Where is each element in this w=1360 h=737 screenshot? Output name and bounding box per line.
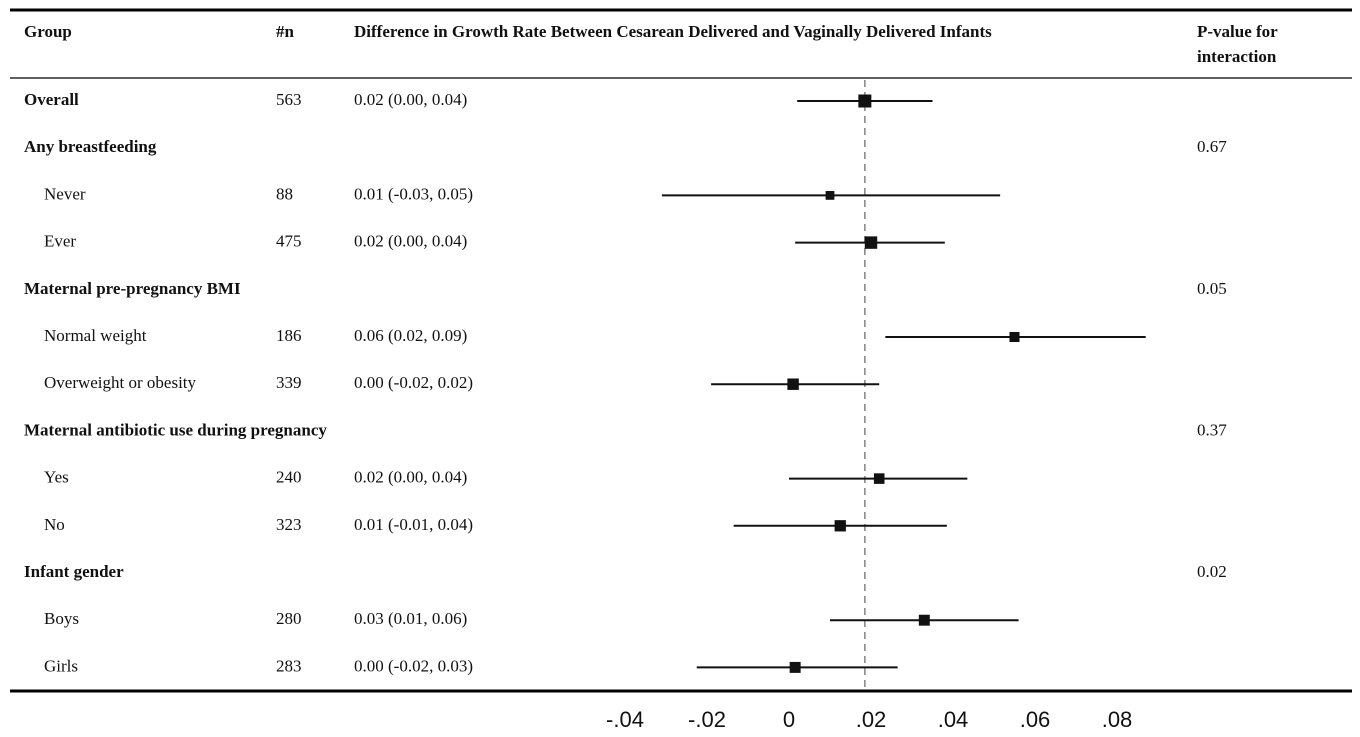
row-pvalue: 0.05	[1197, 279, 1227, 298]
row-ci-text: 0.02 (0.00, 0.04)	[354, 90, 467, 109]
x-tick-label: 0	[783, 707, 795, 732]
row-label: Ever	[44, 232, 76, 251]
row-label: Overweight or obesity	[44, 373, 197, 392]
row-label: Girls	[44, 656, 78, 675]
row-n: 323	[276, 515, 302, 534]
row-n: 563	[276, 90, 302, 109]
row-ci-text: 0.00 (-0.02, 0.02)	[354, 373, 473, 392]
row-ci-text: 0.03 (0.01, 0.06)	[354, 609, 467, 628]
x-tick-label: -.02	[688, 707, 726, 732]
header-estimate: Difference in Growth Rate Between Cesare…	[354, 22, 992, 41]
header-group: Group	[24, 22, 72, 41]
row-label: Maternal pre-pregnancy BMI	[24, 279, 241, 298]
point-estimate	[825, 191, 835, 200]
row-ci-text: 0.06 (0.02, 0.09)	[354, 326, 467, 345]
row-ci-text: 0.01 (-0.03, 0.05)	[354, 184, 473, 203]
row-n: 283	[276, 656, 302, 675]
row-n: 339	[276, 373, 302, 392]
x-tick-label: .06	[1020, 707, 1051, 732]
x-tick-label: .04	[938, 707, 969, 732]
row-pvalue: 0.67	[1197, 137, 1227, 156]
row-ci-text: 0.02 (0.00, 0.04)	[354, 232, 467, 251]
x-tick-label: -.04	[606, 707, 644, 732]
row-ci-text: 0.01 (-0.01, 0.04)	[354, 515, 473, 534]
point-estimate	[918, 614, 930, 626]
point-estimate	[873, 473, 885, 484]
row-label: Never	[44, 184, 86, 203]
row-label: Overall	[24, 90, 79, 109]
point-estimate	[864, 236, 878, 249]
row-label: Maternal antibiotic use during pregnancy	[24, 420, 327, 439]
row-label: Any breastfeeding	[24, 137, 157, 156]
row-n: 240	[276, 468, 302, 487]
row-n: 186	[276, 326, 302, 345]
point-estimate	[789, 661, 801, 673]
header-pvalue-line1: P-value for	[1197, 22, 1278, 41]
header-pvalue-line2: interaction	[1197, 47, 1277, 66]
row-label: No	[44, 515, 65, 534]
forest-rows: Overall 563 0.02 (0.00, 0.04) Any breastfee…	[24, 90, 1227, 675]
x-tick-label: .02	[856, 707, 887, 732]
x-axis: -.04 -.02 0 .02 .04 .06 .08	[606, 707, 1132, 732]
row-label: Normal weight	[44, 326, 147, 345]
x-tick-label: .08	[1102, 707, 1133, 732]
row-pvalue: 0.37	[1197, 420, 1227, 439]
row-pvalue: 0.02	[1197, 562, 1227, 581]
row-label: Infant gender	[24, 562, 124, 581]
point-estimate	[858, 94, 872, 108]
point-estimate	[787, 378, 799, 390]
header-n: #n	[276, 22, 295, 41]
point-estimate	[1009, 331, 1020, 343]
row-ci-text: 0.00 (-0.02, 0.03)	[354, 656, 473, 675]
row-n: 88	[276, 184, 293, 203]
point-estimate	[834, 520, 846, 532]
row-n: 475	[276, 232, 302, 251]
row-ci-text: 0.02 (0.00, 0.04)	[354, 468, 467, 487]
row-n: 280	[276, 609, 302, 628]
row-label: Yes	[44, 468, 69, 487]
row-label: Boys	[44, 609, 79, 628]
